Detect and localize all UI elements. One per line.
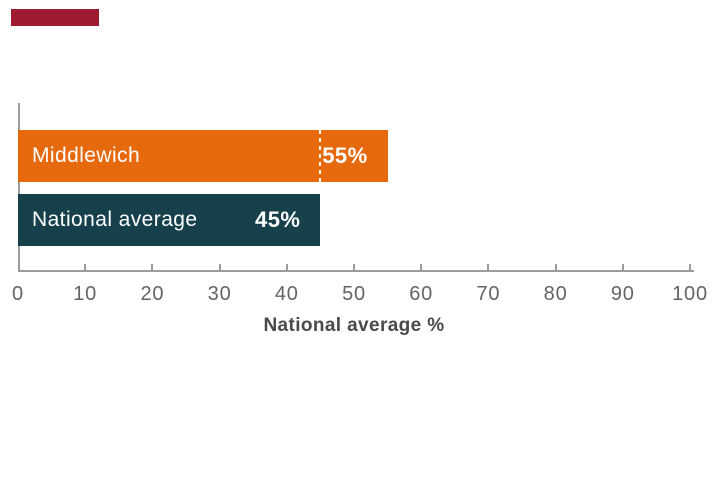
bar-category-label: National average <box>32 208 198 231</box>
bar-value-label: 45% <box>255 207 301 232</box>
x-tick-mark-80 <box>554 264 557 271</box>
x-tick-label-60: 60 <box>409 283 434 305</box>
x-tick-mark-90 <box>621 264 624 271</box>
national-average-reference-line <box>319 130 322 182</box>
x-axis-title: National average % <box>263 315 445 336</box>
bar-value-label: 55% <box>322 143 368 168</box>
x-tick-mark-50 <box>353 264 355 271</box>
x-tick-label-30: 30 <box>207 283 232 305</box>
brand-accent-bar <box>11 9 99 26</box>
x-tick-label-10: 10 <box>73 283 98 305</box>
y-axis-line <box>18 103 20 272</box>
x-tick-label-70: 70 <box>476 283 501 305</box>
x-tick-mark-40 <box>285 264 288 271</box>
x-tick-label-80: 80 <box>543 283 568 305</box>
x-tick-label-100: 100 <box>672 283 708 305</box>
bar-middlewich: Middlewich 55% <box>18 130 388 182</box>
x-tick-label-50: 50 <box>342 283 366 305</box>
bar-category-label: Middlewich <box>32 144 141 167</box>
x-tick-mark-60 <box>420 264 423 271</box>
x-axis-line <box>18 270 694 272</box>
x-tick-label-0: 0 <box>12 283 24 305</box>
x-tick-label-90: 90 <box>610 283 635 305</box>
x-tick-label-40: 40 <box>274 283 299 305</box>
x-tick-mark-100 <box>689 264 691 271</box>
bar-national-average: National average 45% <box>18 194 321 246</box>
x-tick-mark-10 <box>84 264 87 271</box>
x-tick-mark-70 <box>487 264 490 271</box>
x-tick-mark-30 <box>218 264 221 271</box>
x-tick-label-20: 20 <box>140 283 165 305</box>
x-tick-mark-20 <box>151 264 154 271</box>
